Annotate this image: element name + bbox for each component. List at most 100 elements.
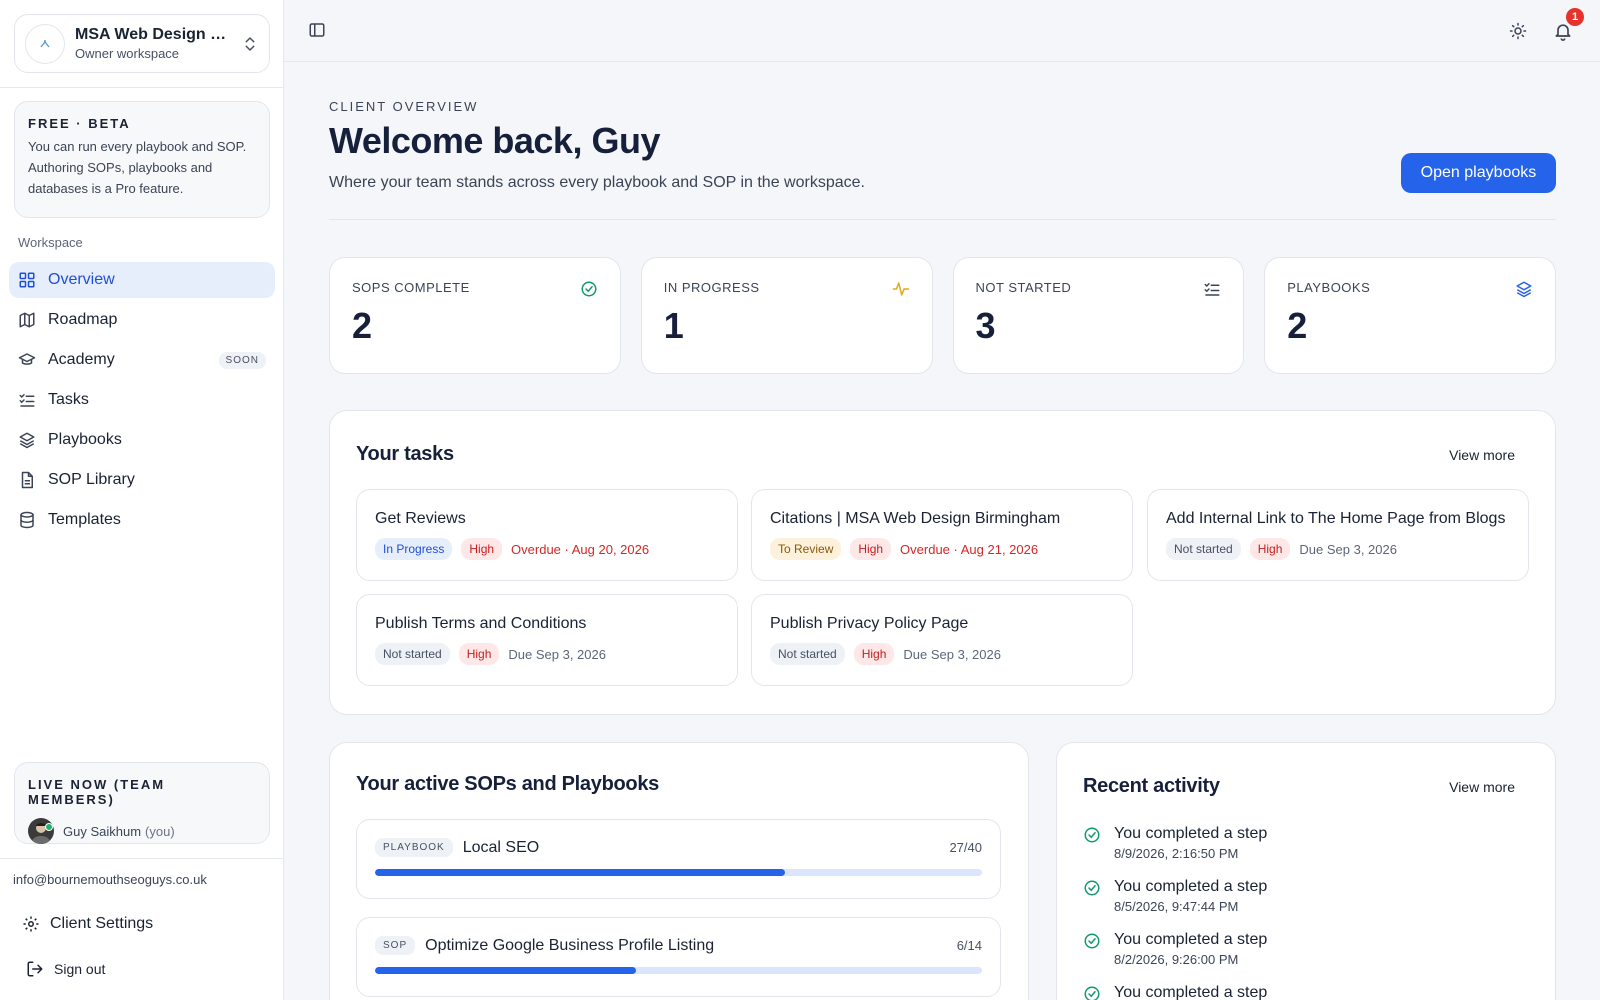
sop-count: 6/14 <box>956 938 982 953</box>
stat-value: 2 <box>352 305 373 346</box>
sop-name: Optimize Google Business Profile Listing <box>425 936 715 954</box>
stat-playbooks: PLAYBOOKS 2 <box>1264 257 1556 374</box>
task-due: Overdue · Aug 21, 2026 <box>900 541 1039 557</box>
client-settings-link[interactable]: Client Settings <box>22 915 153 933</box>
sidebar-toggle-icon[interactable] <box>308 21 326 39</box>
live-now-card: LIVE NOW (TEAM MEMBERS) Guy Saikhum (you… <box>14 762 270 844</box>
sidebar-item-roadmap[interactable]: Roadmap <box>9 302 275 338</box>
header-divider <box>329 219 1556 220</box>
sidebar-item-overview[interactable]: Overview <box>9 262 275 298</box>
gear-icon <box>23 916 39 932</box>
beta-text: You can run every playbook and SOP. Auth… <box>28 139 247 196</box>
soon-badge: SOON <box>218 351 266 369</box>
task-card[interactable]: Add Internal Link to The Home Page from … <box>1147 489 1529 581</box>
stat-value: 3 <box>975 305 996 346</box>
status-badge: Not started <box>1166 538 1241 560</box>
sidebar-item-academy[interactable]: Academy SOON <box>9 342 275 378</box>
client-settings-label: Client Settings <box>50 915 154 932</box>
progress-fill <box>375 967 636 974</box>
layers-icon <box>1516 281 1532 298</box>
check-circle-icon <box>1084 933 1100 949</box>
list-item: You completed a step 8/2/2026, 9:26:00 P… <box>1083 931 1483 967</box>
active-sops-card: Your active SOPs and Playbooks PLAYBOOK … <box>329 742 1029 1000</box>
live-user[interactable]: Guy Saikhum (you) <box>28 818 256 844</box>
stat-label: PLAYBOOKS <box>1287 280 1371 295</box>
workspace-subtitle: Owner workspace <box>75 46 180 61</box>
priority-badge: High <box>461 538 503 560</box>
live-user-name: Guy Saikhum <box>63 823 142 839</box>
progress-bar <box>375 869 982 876</box>
tasks-view-more-link[interactable]: View more <box>1449 447 1515 463</box>
sidebar-item-label: Templates <box>48 511 121 528</box>
layers-icon <box>19 432 35 449</box>
sign-out-icon <box>27 961 43 977</box>
priority-badge: High <box>853 643 895 665</box>
sidebar-item-templates[interactable]: Templates <box>9 502 275 538</box>
account-email: info@bournemouthseoguys.co.uk <box>13 872 207 887</box>
activity-title-text: You completed a step <box>1114 878 1268 895</box>
open-playbooks-button[interactable]: Open playbooks <box>1401 153 1556 193</box>
activity-title-text: You completed a step <box>1114 984 1268 1000</box>
list-item: You completed a step 8/9/2026, 2:16:50 P… <box>1083 825 1483 861</box>
task-card[interactable]: Publish Privacy Policy Page Not started … <box>751 594 1133 686</box>
avatar <box>28 818 54 844</box>
stat-label: SOPS COMPLETE <box>352 280 470 295</box>
chevron-up-down-icon <box>245 36 255 51</box>
task-due: Due Sep 3, 2026 <box>1299 541 1397 557</box>
sidebar: MSA Web Design Birmingham Owner workspac… <box>0 0 284 1000</box>
recent-activity-card: Recent activity View more You completed … <box>1056 742 1556 1000</box>
sign-out-label: Sign out <box>54 961 106 977</box>
status-badge: Not started <box>375 643 450 665</box>
activity-time: 8/9/2026, 2:16:50 PM <box>1114 846 1239 861</box>
task-card[interactable]: Citations | MSA Web Design Birmingham To… <box>751 489 1133 581</box>
grid-icon <box>19 272 35 288</box>
notification-badge: 1 <box>1566 8 1584 26</box>
task-title: Publish Privacy Policy Page <box>770 615 969 632</box>
database-icon <box>20 511 34 529</box>
activity-title: Recent activity <box>1083 775 1220 797</box>
activity-icon <box>892 282 909 296</box>
activity-title-text: You completed a step <box>1114 825 1268 842</box>
stat-not-started: NOT STARTED 3 <box>952 257 1245 374</box>
progress-fill <box>375 869 785 876</box>
sidebar-divider <box>0 87 284 88</box>
sun-icon[interactable] <box>1509 22 1527 40</box>
task-card[interactable]: Get Reviews In Progress High Overdue · A… <box>356 489 738 581</box>
sidebar-item-playbooks[interactable]: Playbooks <box>9 422 275 458</box>
check-circle-icon <box>1084 986 1100 1000</box>
online-status-dot <box>45 823 53 831</box>
stat-sops-complete: SOPS COMPLETE 2 <box>329 257 621 374</box>
stat-in-progress: IN PROGRESS 1 <box>640 257 933 374</box>
tasks-card: Your tasks View more Get Reviews In Prog… <box>329 410 1556 715</box>
sidebar-item-label: Roadmap <box>48 311 118 328</box>
task-due: Overdue · Aug 20, 2026 <box>511 541 650 557</box>
task-title: Citations | MSA Web Design Birmingham <box>770 510 1061 527</box>
page-subtitle: Where your team stands across every play… <box>329 174 865 191</box>
activity-view-more-link[interactable]: View more <box>1449 779 1515 795</box>
sidebar-divider <box>0 858 284 859</box>
type-badge: PLAYBOOK <box>375 838 453 857</box>
bell-icon[interactable] <box>1553 21 1573 41</box>
sidebar-item-tasks[interactable]: Tasks <box>9 382 275 418</box>
stat-value: 2 <box>1287 305 1308 346</box>
sidebar-item-label: SOP Library <box>48 471 135 488</box>
sop-row[interactable]: PLAYBOOK Local SEO 27/40 <box>356 819 1001 899</box>
workspace-switcher[interactable]: MSA Web Design Birmingham Owner workspac… <box>14 14 270 73</box>
sidebar-item-label: Overview <box>48 271 115 288</box>
type-badge: SOP <box>375 936 416 955</box>
topbar: 1 <box>284 0 1600 62</box>
activity-title-text: You completed a step <box>1114 931 1268 948</box>
sign-out-link[interactable]: Sign out <box>26 960 105 978</box>
sop-row[interactable]: SOP Optimize Google Business Profile Lis… <box>356 917 1001 997</box>
page-title: Welcome back, Guy <box>329 120 660 161</box>
priority-badge: High <box>458 643 500 665</box>
sop-count: 27/40 <box>949 840 982 855</box>
beta-title: FREE · BETA <box>28 116 131 131</box>
activity-list: You completed a step 8/9/2026, 2:16:50 P… <box>1083 825 1483 1000</box>
task-card[interactable]: Publish Terms and Conditions Not started… <box>356 594 738 686</box>
list-item: You completed a step 8/5/2026, 9:47:44 P… <box>1083 878 1483 914</box>
page-eyebrow: CLIENT OVERVIEW <box>329 99 479 114</box>
graduation-cap-icon <box>18 353 36 365</box>
sidebar-item-sop-library[interactable]: SOP Library <box>9 462 275 498</box>
workspace-logo <box>25 23 65 64</box>
